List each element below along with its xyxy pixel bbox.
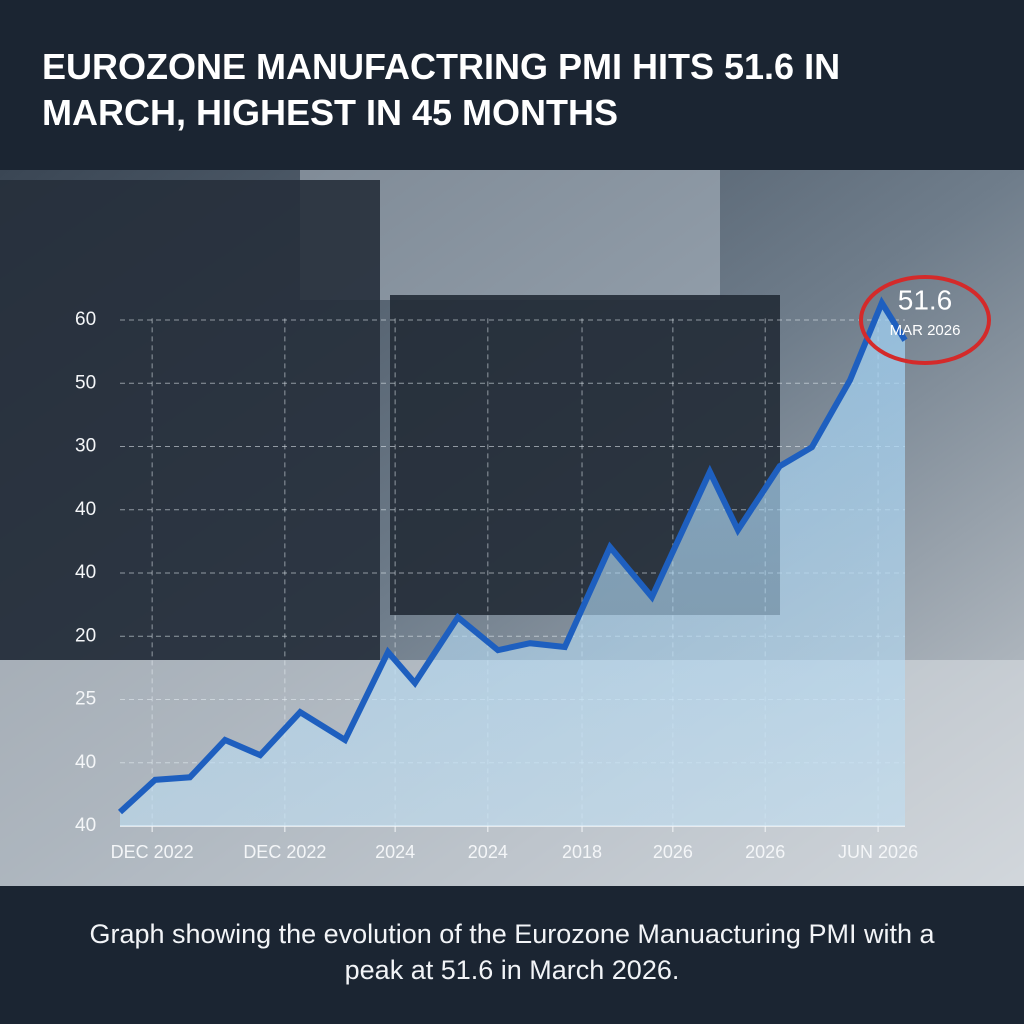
x-tick-label: 2018 <box>562 842 602 862</box>
x-tick-label: DEC 2022 <box>111 842 194 862</box>
y-tick-label: 50 <box>75 372 96 393</box>
y-tick-label: 60 <box>75 309 96 330</box>
y-tick-label: 40 <box>75 562 96 583</box>
caption: Graph showing the evolution of the Euroz… <box>89 919 935 985</box>
y-tick-label: 40 <box>75 815 96 836</box>
x-tick-label: 2024 <box>468 842 508 862</box>
area <box>120 302 905 826</box>
line <box>117 296 908 815</box>
y-tick-label: 40 <box>75 752 96 773</box>
annotation-label: MAR 2026 <box>890 322 961 339</box>
x-tick-label: 2026 <box>653 842 693 862</box>
annotation-circle <box>859 275 991 365</box>
x-tick-label: 2024 <box>375 842 415 862</box>
y-tick-label: 40 <box>75 499 96 520</box>
y-tick-label: 25 <box>75 689 96 710</box>
monitor <box>0 180 380 660</box>
y-tick-label: 20 <box>75 625 96 646</box>
x-tick-label: JUN 2026 <box>838 842 918 862</box>
x-tick-label: DEC 2022 <box>243 842 326 862</box>
y-tick-label: 30 <box>75 436 96 457</box>
title: EUROZONE MANUFACTRING PMI HITS 51.6 IN M… <box>42 46 841 133</box>
annotation-value: 51.6 <box>898 284 953 315</box>
x-tick-label: 2026 <box>745 842 785 862</box>
